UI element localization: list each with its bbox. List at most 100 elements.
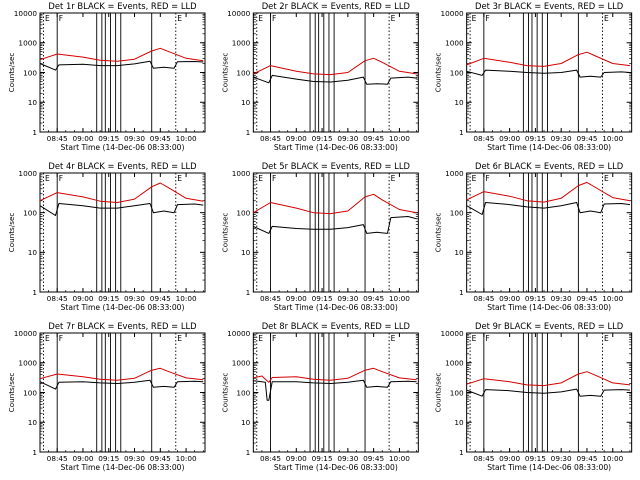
x-tick-label: 09:45 <box>363 134 384 143</box>
chart-panel-4: Det 4r BLACK = Events, RED = LLD 1 10 100 10… <box>7 161 206 312</box>
marker-flag: F <box>485 14 489 23</box>
chart-panel-9: Det 9r BLACK = Events, RED = LLD 1 10 100 10… <box>434 321 633 472</box>
series-line-events <box>253 379 417 401</box>
x-tick-label: 08:45 <box>260 454 281 463</box>
x-tick-label: 10:00 <box>389 454 410 463</box>
y-tick-label: 10 <box>241 418 251 427</box>
series-line-lld <box>253 367 417 383</box>
x-tick-label: 09:45 <box>150 134 171 143</box>
x-tick-label: 10:00 <box>602 454 623 463</box>
marker-flag: E <box>472 14 477 23</box>
y-tick-label: 10000 <box>14 9 38 18</box>
y-tick-label: 10000 <box>440 329 464 338</box>
marker-flag: E <box>177 174 182 183</box>
x-axis-label: Start Time (14-Dec-06 08:33:00) <box>274 303 398 312</box>
x-tick-label: 10:00 <box>176 134 197 143</box>
chart-title: Det 8r BLACK = Events, RED = LLD <box>262 321 410 331</box>
chart-panel-6: Det 6r BLACK = Events, RED = LLD 1 10 100 10… <box>434 161 633 312</box>
x-tick-label: 09:00 <box>286 134 307 143</box>
x-axis-label: Start Time (14-Dec-06 08:33:00) <box>274 463 398 472</box>
x-tick-label: 09:00 <box>72 294 93 303</box>
y-axis-label: Counts/sec <box>434 53 443 93</box>
marker-flag: E <box>258 174 263 183</box>
y-tick-label: 100 <box>236 208 250 217</box>
x-tick-label: 09:15 <box>312 294 333 303</box>
x-tick-label: 09:45 <box>576 134 597 143</box>
y-axis-label: Counts/sec <box>434 373 443 413</box>
x-tick-label: 08:45 <box>260 134 281 143</box>
y-tick-label: 10 <box>454 248 464 257</box>
x-tick-label: 09:00 <box>499 134 520 143</box>
series-line-events <box>39 203 204 216</box>
x-tick-label: 08:45 <box>473 134 494 143</box>
x-tick-label: 10:00 <box>389 134 410 143</box>
y-axis-label: Counts/sec <box>220 53 229 93</box>
y-tick-label: 100 <box>23 208 37 217</box>
y-tick-label: 10 <box>28 98 38 107</box>
x-tick-label: 09:15 <box>525 294 546 303</box>
x-tick-label: 09:00 <box>286 454 307 463</box>
x-tick-label: 10:00 <box>176 294 197 303</box>
marker-flag: E <box>177 14 182 23</box>
y-tick-label: 10000 <box>14 329 38 338</box>
marker-flag: E <box>472 174 477 183</box>
series-line-lld <box>39 182 204 203</box>
x-axis-label: Start Time (14-Dec-06 08:33:00) <box>61 463 185 472</box>
y-tick-label: 100 <box>450 68 464 77</box>
marker-flag: F <box>59 14 63 23</box>
chart-panel-7: Det 7r BLACK = Events, RED = LLD 1 10 100 10… <box>7 321 206 472</box>
y-tick-label: 100 <box>236 68 250 77</box>
marker-flag: F <box>272 14 276 23</box>
x-tick-label: 09:30 <box>551 294 572 303</box>
y-tick-label: 10000 <box>227 9 251 18</box>
x-tick-label: 09:15 <box>312 454 333 463</box>
x-tick-label: 10:00 <box>602 134 623 143</box>
y-tick-label: 10000 <box>440 9 464 18</box>
x-tick-label: 09:45 <box>150 454 171 463</box>
plot-frame <box>39 12 206 133</box>
x-tick-label: 09:30 <box>337 294 358 303</box>
x-tick-label: 09:00 <box>286 294 307 303</box>
x-tick-label: 09:00 <box>72 134 93 143</box>
x-tick-label: 10:00 <box>602 294 623 303</box>
y-axis-label: Counts/sec <box>220 213 229 253</box>
x-tick-label: 09:30 <box>337 454 358 463</box>
series-line-events <box>39 379 204 390</box>
x-axis-label: Start Time (14-Dec-06 08:33:00) <box>61 303 185 312</box>
y-tick-label: 10 <box>28 248 38 257</box>
series-line-events <box>39 60 204 71</box>
marker-flag: E <box>258 14 263 23</box>
marker-flag: F <box>485 334 489 343</box>
chart-panel-2: Det 2r BLACK = Events, RED = LLD 1 10 100 10… <box>220 1 419 152</box>
x-tick-label: 08:45 <box>260 294 281 303</box>
x-tick-label: 08:45 <box>47 294 68 303</box>
marker-flag: E <box>258 334 263 343</box>
chart-panel-8: Det 8r BLACK = Events, RED = LLD 1 10 100 10… <box>220 321 419 472</box>
plot-frame <box>252 332 419 453</box>
marker-flag: F <box>272 334 276 343</box>
y-tick-label: 1 <box>32 448 37 457</box>
plot-frame <box>39 172 206 293</box>
y-tick-label: 1000 <box>445 359 464 368</box>
y-tick-label: 1 <box>246 288 251 297</box>
x-tick-label: 09:15 <box>312 134 333 143</box>
y-tick-label: 10 <box>241 98 251 107</box>
y-tick-label: 1 <box>459 288 464 297</box>
x-tick-label: 09:30 <box>124 454 145 463</box>
y-tick-label: 10 <box>454 418 464 427</box>
series-line-events <box>466 388 630 397</box>
x-tick-label: 09:15 <box>525 454 546 463</box>
marker-flag: E <box>604 14 609 23</box>
y-tick-label: 10 <box>454 98 464 107</box>
x-tick-label: 09:45 <box>363 454 384 463</box>
y-tick-label: 1000 <box>445 169 464 178</box>
marker-flag: F <box>272 174 276 183</box>
plot-frame <box>39 332 206 453</box>
y-tick-label: 1000 <box>445 39 464 48</box>
y-tick-label: 10000 <box>227 329 251 338</box>
x-tick-label: 09:15 <box>98 454 119 463</box>
plot-frame <box>252 12 419 133</box>
chart-title: Det 3r BLACK = Events, RED = LLD <box>475 1 623 11</box>
chart-panel-1: Det 1r BLACK = Events, RED = LLD 1 10 100 10… <box>7 1 206 152</box>
